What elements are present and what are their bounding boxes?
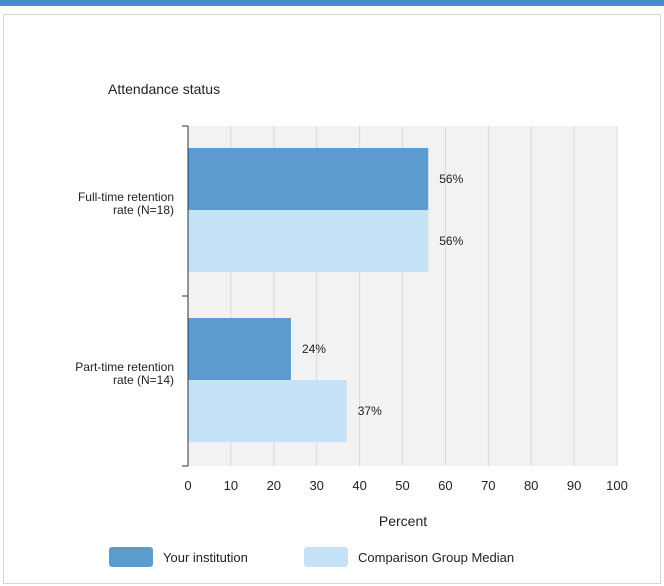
x-tick-label: 50 xyxy=(395,478,409,493)
category-label: rate (N=18) xyxy=(113,203,174,217)
top-accent-bar xyxy=(0,0,664,6)
x-tick-label: 80 xyxy=(524,478,538,493)
legend-swatch xyxy=(109,547,153,567)
category-label: rate (N=14) xyxy=(113,373,174,387)
category-label: Full-time retention xyxy=(78,190,174,204)
x-tick-label: 20 xyxy=(267,478,281,493)
bar-your-institution xyxy=(188,318,291,380)
x-tick-label: 70 xyxy=(481,478,495,493)
data-label: 24% xyxy=(302,342,326,356)
x-tick-label: 100 xyxy=(606,478,628,493)
legend-label: Comparison Group Median xyxy=(358,550,514,565)
data-label: 56% xyxy=(439,172,463,186)
category-label: Part-time retention xyxy=(75,360,174,374)
x-axis-title: Percent xyxy=(379,513,427,529)
x-tick-label: 60 xyxy=(438,478,452,493)
x-tick-label: 30 xyxy=(309,478,323,493)
data-label: 56% xyxy=(439,234,463,248)
x-tick-label: 0 xyxy=(184,478,191,493)
x-tick-label: 90 xyxy=(567,478,581,493)
chart-title: Attendance status xyxy=(108,81,220,97)
bar-comparison-median xyxy=(188,210,429,272)
x-tick-label: 10 xyxy=(224,478,238,493)
legend-swatch xyxy=(304,547,348,567)
legend: Your institution Comparison Group Median xyxy=(109,547,514,567)
bar-your-institution xyxy=(188,148,429,210)
x-tick-label: 40 xyxy=(352,478,366,493)
bar-comparison-median xyxy=(188,380,347,442)
legend-label: Your institution xyxy=(163,550,248,565)
data-label: 37% xyxy=(358,404,382,418)
